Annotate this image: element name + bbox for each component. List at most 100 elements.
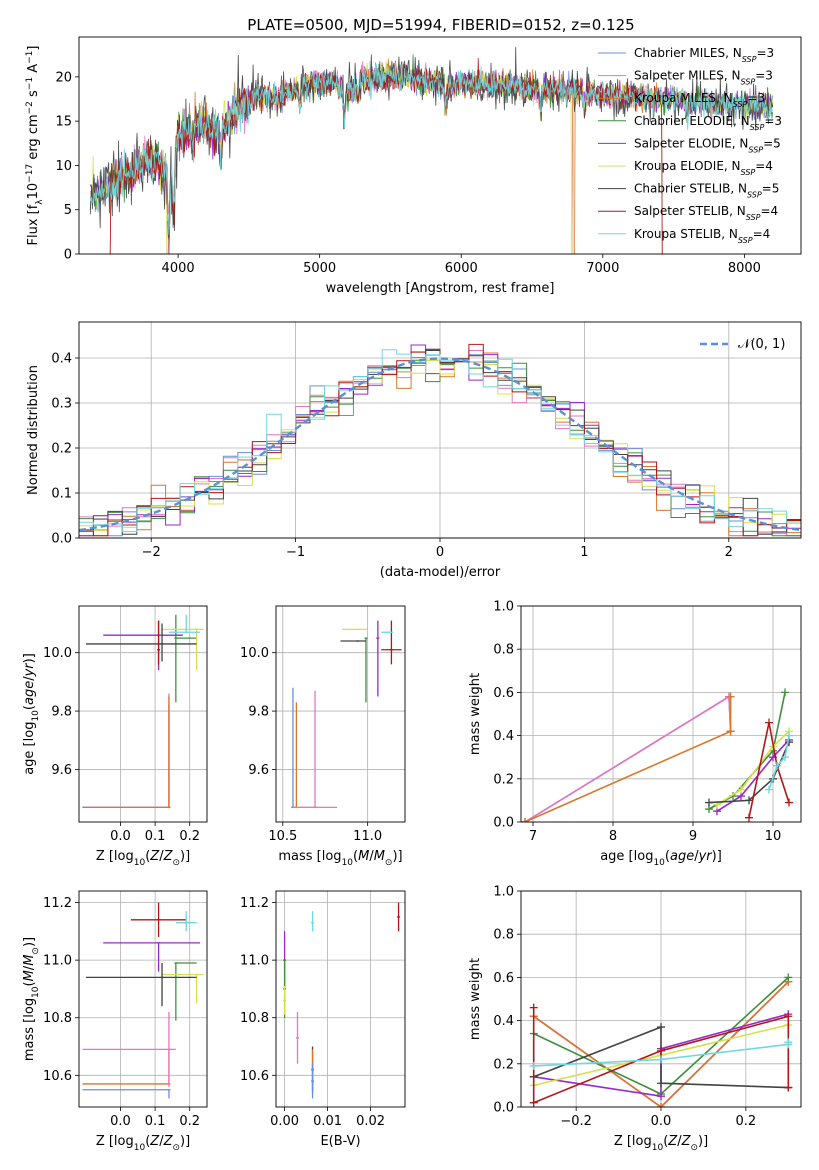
mass-vs-ebv-panel: 0.00 0.01 0.02 10.6 10.8 11.0 11.2 E(B-V) — [240, 890, 406, 1149]
errorbar-chabrier-elodie — [174, 614, 197, 703]
y-tick-label: 11.0 — [240, 954, 269, 969]
y-tick-label: 0.0 — [51, 532, 72, 547]
weight-marker — [781, 688, 789, 697]
x-tick-label: −1 — [286, 545, 305, 560]
x-axis-label: E(B-V) — [320, 1134, 360, 1149]
mass-vs-Z-panel: 0.0 0.1 0.2 10.6 10.8 11.0 11.2 Z [log10(Z/Z⊙)]… — [22, 890, 208, 1153]
y-tick-label: 10.6 — [43, 1069, 72, 1084]
y-tick-label: 5 — [64, 203, 72, 218]
weight-marker — [784, 1038, 793, 1047]
weight-marker — [657, 1092, 665, 1101]
weight-marker — [784, 1083, 793, 1092]
plot-area — [291, 620, 402, 809]
x-tick-label: 7000 — [586, 261, 619, 276]
errorbar-salpeter-miles — [82, 1011, 176, 1087]
errorbar-salpeter-stelib — [397, 902, 401, 932]
legend-label: Chabrier STELIB, NSSP=5 — [634, 182, 779, 200]
weight-marker — [784, 973, 793, 982]
axes: 10.5 11.0 9.6 9.8 10.0 mass [log10(M/M⊙)] — [240, 605, 406, 868]
y-tick-label: 0.3 — [51, 397, 72, 412]
x-tick-label: 0.2 — [179, 1114, 200, 1129]
errorbar-chabrier-miles — [311, 1063, 315, 1099]
y-tick-label: 9.8 — [248, 705, 269, 720]
errorbar-salpeter-stelib — [130, 902, 187, 938]
y-tick-label: 0.2 — [51, 442, 72, 457]
x-tick-label: 0.02 — [356, 1114, 385, 1129]
plot-area — [89, 47, 774, 254]
weight-marker — [657, 1079, 665, 1088]
grid-lines — [276, 891, 405, 1107]
errorbar-salpeter-miles — [82, 693, 171, 809]
weight-marker — [529, 1003, 538, 1012]
errorbar-kroupa-miles — [82, 696, 171, 809]
histogram-kroupa-stelib — [79, 349, 801, 533]
grid-lines — [521, 605, 801, 823]
y-axis-label: Normed distribution — [26, 365, 41, 495]
errorbar-kroupa-elodie — [162, 628, 204, 671]
spectrum-line-kroupa-stelib — [89, 60, 774, 236]
age-vs-Z-panel: 0.0 0.1 0.2 9.6 9.8 10.0 Z [log10(Z/Z⊙)] age [l… — [22, 605, 208, 868]
y-tick-label: 1.0 — [493, 600, 514, 615]
weight-marker — [705, 798, 713, 807]
y-tick-label: 10.0 — [240, 646, 269, 661]
x-axis-label: age [log10(age/yr)] — [600, 849, 722, 868]
y-tick-label: 0.4 — [493, 1014, 514, 1029]
axes: 7 8 9 10 0.0 0.2 0.4 0.6 0.8 1.0 age [log10(age/yr… — [468, 600, 802, 868]
weight-series-chabrier-stelib — [529, 1023, 793, 1092]
errorbar-chabrier-stelib — [85, 963, 197, 1007]
y-tick-label: 9.8 — [51, 705, 72, 720]
y-tick-label: 0.0 — [493, 1101, 514, 1116]
y-axis-label: mass [log10(M/M⊙)] — [22, 937, 41, 1061]
y-tick-label: 10.8 — [43, 1011, 72, 1026]
weight-marker — [765, 718, 773, 727]
weight-marker — [726, 692, 735, 701]
y-tick-label: 0.4 — [493, 729, 514, 744]
legend-label: Salpeter MILES, NSSP=3 — [634, 69, 773, 87]
weight-marker — [521, 818, 529, 822]
plot-area — [283, 902, 401, 1099]
massweight-vs-age-panel: 7 8 9 10 0.0 0.2 0.4 0.6 0.8 1.0 age [log10(age/yr… — [468, 600, 802, 868]
y-tick-label: 9.6 — [248, 763, 269, 778]
errorbar-salpeter-elodie — [376, 620, 380, 697]
x-tick-label: 0.2 — [736, 1114, 757, 1129]
weight-marker — [657, 1055, 665, 1064]
x-axis-label: (data-model)/error — [380, 565, 501, 580]
grid-lines — [79, 606, 207, 822]
errorbar-chabrier-elodie — [174, 962, 197, 1021]
plot-area — [529, 973, 793, 1107]
histogram-legend: 𝒩(0, 1) — [700, 337, 785, 352]
x-tick-label: 0.0 — [110, 1114, 131, 1129]
legend-label: Kroupa MILES, NSSP=3 — [634, 91, 765, 109]
legend-label: Salpeter STELIB, NSSP=4 — [634, 204, 778, 222]
weight-marker — [657, 1046, 665, 1055]
errorbar-salpeter-miles — [292, 690, 338, 809]
errorbar-chabrier-miles — [82, 1089, 171, 1099]
x-axis-label: Z [log10(Z/Z⊙)] — [96, 1134, 190, 1153]
errorbar-kroupa-miles — [82, 1049, 171, 1085]
x-axis-label: mass [log10(M/M⊙)] — [278, 849, 402, 868]
weight-marker — [726, 727, 735, 736]
weight-marker — [745, 796, 753, 805]
x-tick-label: −2 — [142, 545, 161, 560]
weight-series-chabrier-elodie — [705, 688, 789, 814]
x-tick-label: 4000 — [162, 261, 195, 276]
y-tick-label: 11.2 — [43, 896, 72, 911]
weight-marker — [657, 1103, 665, 1107]
weight-marker — [529, 1098, 538, 1107]
errorbar-chabrier-miles — [291, 687, 295, 809]
x-tick-label: 1 — [580, 545, 588, 560]
legend-label: Chabrier MILES, NSSP=3 — [634, 46, 774, 64]
y-tick-label: 0.6 — [493, 971, 514, 986]
y-tick-label: 10.8 — [240, 1011, 269, 1026]
errorbar-kroupa-stelib — [175, 911, 197, 932]
plot-area — [82, 902, 204, 1099]
weight-marker — [781, 753, 789, 762]
y-tick-label: 0.2 — [493, 1057, 514, 1072]
spectrum-panel: 4000 5000 6000 7000 8000 0 5 10 15 20 wavelength [… — [25, 36, 802, 296]
weight-marker — [773, 761, 781, 770]
histogram-kroupa-elodie — [79, 359, 801, 534]
weight-marker — [785, 731, 793, 740]
y-axis-label: age [log10(age/yr)] — [22, 653, 41, 775]
x-axis-label: Z [log10(Z/Z⊙)] — [96, 849, 190, 868]
plot-area — [79, 343, 801, 537]
